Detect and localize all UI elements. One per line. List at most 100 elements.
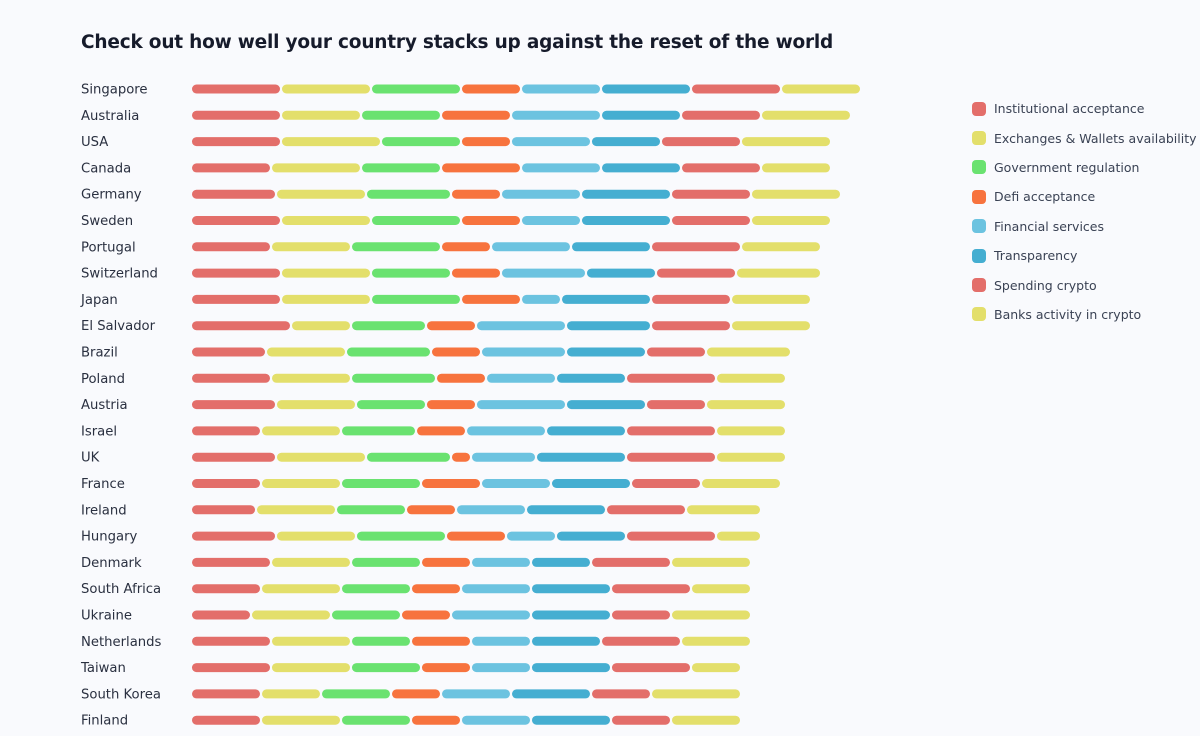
bar-segment-government-regulation[interactable] <box>372 216 460 225</box>
bar-segment-defi-acceptance[interactable] <box>452 189 500 199</box>
bar-segment-transparency[interactable] <box>592 137 660 147</box>
bar-segment-banks-activity-in-crypto[interactable] <box>752 216 830 225</box>
bar-segment-financial-services[interactable] <box>487 373 555 383</box>
bar-segment-banks-activity-in-crypto[interactable] <box>687 505 760 515</box>
bar-segment-exchanges-and-wallets-availability[interactable] <box>282 216 370 225</box>
bar-segment-banks-activity-in-crypto[interactable] <box>717 452 785 462</box>
bar-segment-exchanges-and-wallets-availability[interactable] <box>282 84 370 94</box>
bar-segment-institutional-acceptance[interactable] <box>192 636 270 646</box>
bar-segment-government-regulation[interactable] <box>342 426 415 436</box>
bar-segment-financial-services[interactable] <box>522 163 600 173</box>
bar-segment-financial-services[interactable] <box>492 242 570 252</box>
bar-segment-defi-acceptance[interactable] <box>417 426 465 436</box>
bar-segment-government-regulation[interactable] <box>372 294 460 304</box>
bar-segment-institutional-acceptance[interactable] <box>192 505 255 515</box>
bar-segment-transparency[interactable] <box>532 610 610 620</box>
bar-segment-government-regulation[interactable] <box>352 663 420 673</box>
bar-segment-transparency[interactable] <box>602 84 690 94</box>
bar-segment-defi-acceptance[interactable] <box>442 163 520 173</box>
bar-segment-transparency[interactable] <box>537 452 625 462</box>
bar-segment-defi-acceptance[interactable] <box>452 452 470 462</box>
bar-segment-banks-activity-in-crypto[interactable] <box>652 689 740 699</box>
bar-segment-government-regulation[interactable] <box>332 610 400 620</box>
bar-segment-government-regulation[interactable] <box>352 242 440 252</box>
bar-segment-exchanges-and-wallets-availability[interactable] <box>262 584 340 594</box>
bar-segment-institutional-acceptance[interactable] <box>192 84 280 94</box>
bar-segment-transparency[interactable] <box>532 663 610 673</box>
bar-segment-banks-activity-in-crypto[interactable] <box>672 610 750 620</box>
bar-segment-government-regulation[interactable] <box>322 689 390 699</box>
bar-segment-spending-crypto[interactable] <box>627 531 715 541</box>
bar-segment-banks-activity-in-crypto[interactable] <box>672 557 750 567</box>
bar-segment-defi-acceptance[interactable] <box>422 663 470 673</box>
bar-segment-banks-activity-in-crypto[interactable] <box>717 373 785 383</box>
bar-segment-banks-activity-in-crypto[interactable] <box>732 294 810 304</box>
bar-segment-government-regulation[interactable] <box>352 557 420 567</box>
bar-segment-financial-services[interactable] <box>477 321 565 331</box>
bar-segment-government-regulation[interactable] <box>372 268 450 278</box>
bar-segment-defi-acceptance[interactable] <box>407 505 455 515</box>
bar-segment-banks-activity-in-crypto[interactable] <box>762 163 830 173</box>
bar-segment-government-regulation[interactable] <box>337 505 405 515</box>
bar-segment-transparency[interactable] <box>567 347 645 357</box>
bar-segment-banks-activity-in-crypto[interactable] <box>692 663 740 673</box>
bar-segment-banks-activity-in-crypto[interactable] <box>672 715 740 725</box>
bar-segment-banks-activity-in-crypto[interactable] <box>762 110 850 120</box>
bar-segment-financial-services[interactable] <box>472 557 530 567</box>
bar-segment-financial-services[interactable] <box>512 137 590 147</box>
bar-segment-institutional-acceptance[interactable] <box>192 373 270 383</box>
bar-segment-transparency[interactable] <box>557 531 625 541</box>
bar-segment-defi-acceptance[interactable] <box>422 557 470 567</box>
legend-item-government-regulation[interactable]: Government regulation <box>972 153 1197 182</box>
bar-segment-defi-acceptance[interactable] <box>447 531 505 541</box>
bar-segment-banks-activity-in-crypto[interactable] <box>752 189 840 199</box>
bar-segment-financial-services[interactable] <box>457 505 525 515</box>
bar-segment-defi-acceptance[interactable] <box>442 242 490 252</box>
bar-segment-spending-crypto[interactable] <box>672 216 750 225</box>
bar-segment-defi-acceptance[interactable] <box>462 294 520 304</box>
bar-segment-institutional-acceptance[interactable] <box>192 426 260 436</box>
bar-segment-exchanges-and-wallets-availability[interactable] <box>267 347 345 357</box>
legend-item-defi-acceptance[interactable]: Defi acceptance <box>972 182 1197 211</box>
bar-segment-transparency[interactable] <box>527 505 605 515</box>
bar-segment-transparency[interactable] <box>562 294 650 304</box>
bar-segment-exchanges-and-wallets-availability[interactable] <box>272 636 350 646</box>
bar-segment-spending-crypto[interactable] <box>612 663 690 673</box>
bar-segment-banks-activity-in-crypto[interactable] <box>682 636 750 646</box>
bar-segment-spending-crypto[interactable] <box>652 321 730 331</box>
bar-segment-government-regulation[interactable] <box>352 636 410 646</box>
bar-segment-spending-crypto[interactable] <box>592 689 650 699</box>
bar-segment-government-regulation[interactable] <box>367 189 450 199</box>
bar-segment-banks-activity-in-crypto[interactable] <box>707 347 790 357</box>
bar-segment-exchanges-and-wallets-availability[interactable] <box>262 715 340 725</box>
bar-segment-exchanges-and-wallets-availability[interactable] <box>277 189 365 199</box>
bar-segment-defi-acceptance[interactable] <box>452 268 500 278</box>
bar-segment-spending-crypto[interactable] <box>647 400 705 410</box>
bar-segment-government-regulation[interactable] <box>352 321 425 331</box>
bar-segment-spending-crypto[interactable] <box>662 137 740 147</box>
bar-segment-banks-activity-in-crypto[interactable] <box>717 531 760 541</box>
bar-segment-institutional-acceptance[interactable] <box>192 584 260 594</box>
bar-segment-institutional-acceptance[interactable] <box>192 531 275 541</box>
bar-segment-banks-activity-in-crypto[interactable] <box>707 400 785 410</box>
bar-segment-institutional-acceptance[interactable] <box>192 400 275 410</box>
bar-segment-transparency[interactable] <box>532 584 610 594</box>
bar-segment-government-regulation[interactable] <box>342 584 410 594</box>
bar-segment-spending-crypto[interactable] <box>612 715 670 725</box>
bar-segment-spending-crypto[interactable] <box>612 610 670 620</box>
bar-segment-government-regulation[interactable] <box>372 84 460 94</box>
bar-segment-financial-services[interactable] <box>522 84 600 94</box>
bar-segment-government-regulation[interactable] <box>342 479 420 488</box>
bar-segment-defi-acceptance[interactable] <box>442 110 510 120</box>
bar-segment-exchanges-and-wallets-availability[interactable] <box>262 479 340 488</box>
bar-segment-defi-acceptance[interactable] <box>412 715 460 725</box>
bar-segment-government-regulation[interactable] <box>342 715 410 725</box>
bar-segment-defi-acceptance[interactable] <box>462 84 520 94</box>
bar-segment-government-regulation[interactable] <box>352 373 435 383</box>
bar-segment-transparency[interactable] <box>532 557 590 567</box>
bar-segment-banks-activity-in-crypto[interactable] <box>782 84 860 94</box>
bar-segment-defi-acceptance[interactable] <box>412 636 470 646</box>
bar-segment-exchanges-and-wallets-availability[interactable] <box>272 242 350 252</box>
bar-segment-banks-activity-in-crypto[interactable] <box>692 584 750 594</box>
bar-segment-defi-acceptance[interactable] <box>402 610 450 620</box>
